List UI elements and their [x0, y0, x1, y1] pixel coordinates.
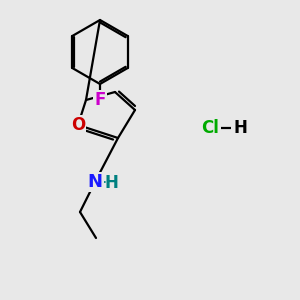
- Text: O: O: [71, 116, 85, 134]
- Text: N: N: [88, 173, 103, 191]
- Text: H: H: [104, 174, 118, 192]
- Text: H: H: [233, 119, 247, 137]
- Text: Cl: Cl: [201, 119, 219, 137]
- Text: F: F: [94, 91, 106, 109]
